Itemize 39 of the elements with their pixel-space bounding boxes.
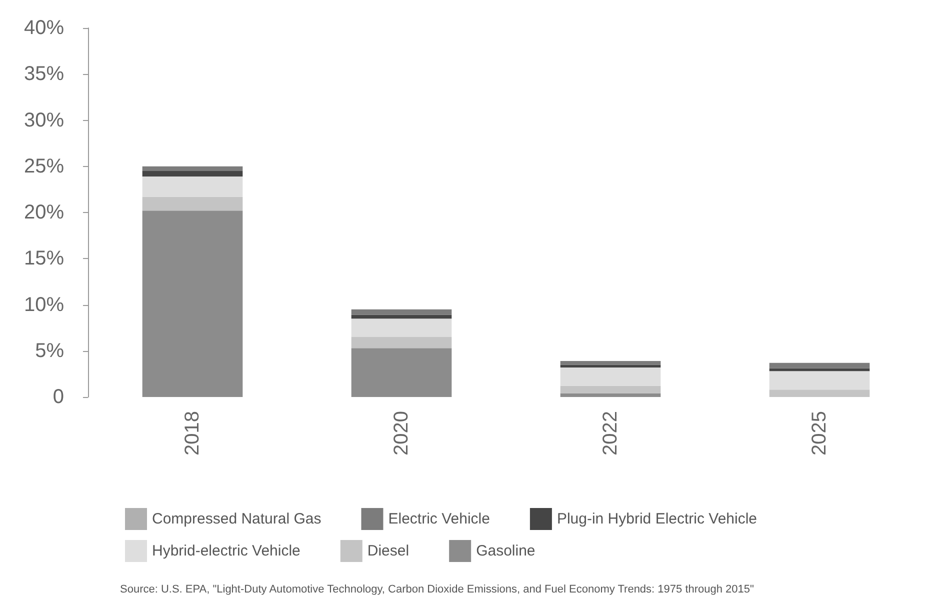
bar (142, 166, 243, 171)
y-tick-label: 10% (24, 294, 64, 316)
y-tick-label: 40% (24, 17, 64, 39)
x-tick-label: 2018 (182, 411, 204, 456)
bar (769, 368, 870, 372)
bar (142, 196, 243, 211)
bar (351, 318, 452, 338)
bar (351, 314, 452, 319)
bar (769, 390, 870, 397)
bar (351, 348, 452, 397)
bar (560, 386, 661, 394)
y-tick-label: 15% (24, 248, 64, 270)
y-tick-label: 20% (24, 202, 64, 224)
legend-label: Electric Vehicle (388, 510, 490, 528)
y-tick-label: 35% (24, 63, 64, 86)
bar (560, 364, 661, 368)
bar (560, 367, 661, 386)
x-tick-label: 2025 (808, 411, 830, 456)
bar (769, 371, 870, 390)
x-tick-label: 2022 (600, 411, 622, 456)
x-tick-label: 2020 (390, 411, 412, 456)
y-tick-label: 5% (35, 340, 64, 362)
y-tick-label: 0 (52, 386, 64, 408)
legend-label: Hybrid-electric Vehicle (152, 542, 300, 560)
bar (560, 361, 661, 365)
source-note: Source: U.S. EPA, "Light-Duty Automotive Technology, Carbon Dioxide Emissions, and Fuel Economy Trends: 1975 through 2015" (120, 584, 754, 596)
y-tick-label: 25% (24, 155, 64, 178)
bar (142, 176, 243, 197)
legend-label: Diesel (367, 542, 410, 560)
bar (769, 362, 870, 368)
legend-label: Compressed Natural Gas (152, 510, 322, 528)
legend-label: Plug-in Hybrid Electric Vehicle (556, 510, 758, 528)
bar (351, 309, 452, 315)
bar (142, 210, 243, 397)
bar (142, 170, 243, 177)
legend-label: Gasoline (476, 542, 536, 560)
bar (351, 337, 452, 348)
bar (560, 393, 661, 397)
y-tick-label: 30% (24, 109, 64, 132)
